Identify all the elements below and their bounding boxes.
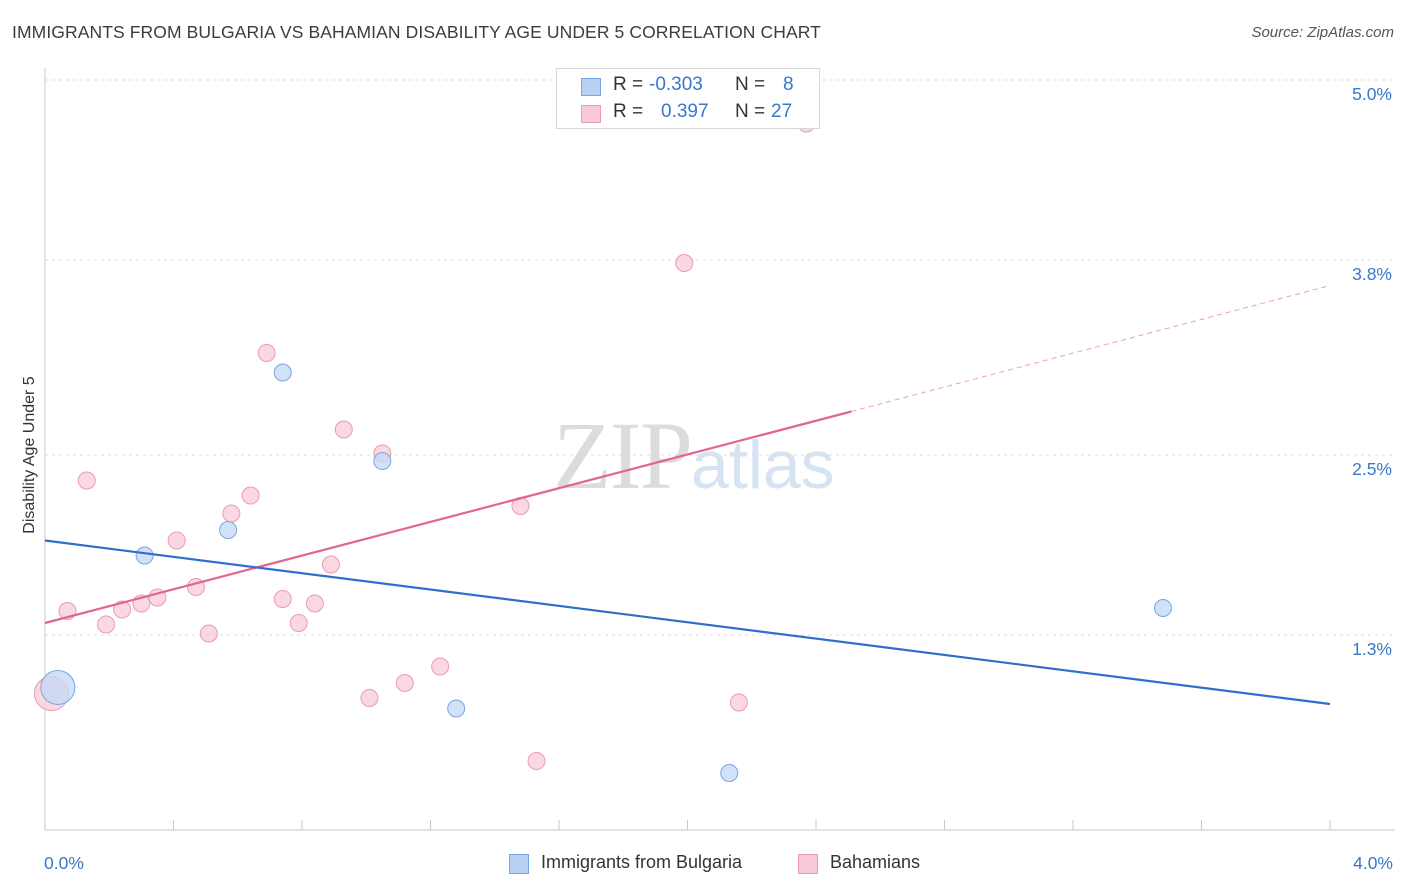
legend-swatch-bahamians bbox=[798, 854, 818, 874]
point-bahamians bbox=[321, 555, 340, 574]
point-bulgaria bbox=[373, 452, 392, 470]
legend-label-bulgaria: Immigrants from Bulgaria bbox=[541, 852, 743, 872]
y-tick-label: 2.5% bbox=[1352, 459, 1392, 479]
point-bahamians bbox=[360, 689, 379, 707]
x-tick-label-max: 4.0% bbox=[1353, 853, 1393, 873]
stats-n-label: N = bbox=[735, 74, 766, 95]
stats-r-label: R = bbox=[613, 74, 644, 95]
point-bulgaria bbox=[447, 699, 466, 718]
stats-r-label: R = bbox=[613, 101, 644, 122]
y-tick-label: 5.0% bbox=[1352, 84, 1392, 104]
point-bahamians bbox=[395, 674, 414, 692]
point-bulgaria bbox=[219, 521, 238, 539]
point-bahamians bbox=[257, 344, 276, 362]
point-bahamians bbox=[305, 594, 324, 613]
point-bahamians bbox=[241, 486, 260, 505]
watermark: ZIPatlas bbox=[553, 400, 835, 511]
point-bulgaria bbox=[135, 546, 154, 565]
legend-label-bahamians: Bahamians bbox=[830, 852, 921, 872]
point-bahamians bbox=[729, 693, 748, 712]
point-bahamians bbox=[289, 614, 308, 632]
point-bahamians bbox=[222, 504, 241, 523]
stats-n-value: 8 bbox=[783, 74, 794, 95]
y-axis-label: Disability Age Under 5 bbox=[21, 376, 38, 534]
watermark-atlas: atlas bbox=[691, 427, 835, 503]
point-bahamians bbox=[97, 615, 116, 634]
stats-r-value: 0.397 bbox=[661, 101, 709, 122]
legend-item-bulgaria[interactable]: Immigrants from Bulgaria bbox=[509, 851, 779, 877]
legend-item-bahamians[interactable]: Bahamians bbox=[798, 851, 938, 877]
source-label: Source: ZipAtlas.com bbox=[1251, 24, 1394, 41]
point-bahamians bbox=[675, 254, 694, 272]
trend-line-bahamians-extension bbox=[851, 285, 1331, 412]
point-bahamians bbox=[113, 600, 132, 619]
point-bahamians bbox=[199, 624, 218, 643]
stats-box: R = -0.303 N = 8 R = 0.397 N = 27 bbox=[556, 68, 820, 129]
stats-n-label: N = bbox=[735, 101, 766, 122]
point-bulgaria bbox=[1153, 599, 1172, 617]
point-bahamians bbox=[167, 531, 186, 550]
x-tick-label-min: 0.0% bbox=[44, 853, 84, 873]
stats-row-bulgaria: R = -0.303 N = 8 bbox=[557, 74, 821, 100]
y-tick-label: 1.3% bbox=[1352, 639, 1392, 659]
stats-swatch-bahamians bbox=[581, 105, 601, 123]
trend-line-bahamians bbox=[44, 410, 852, 625]
trend-line-bulgaria bbox=[44, 539, 1331, 706]
point-bulgaria bbox=[720, 764, 739, 782]
stats-r-value: -0.303 bbox=[649, 74, 703, 95]
point-bahamians bbox=[431, 657, 450, 676]
point-bahamians bbox=[334, 420, 353, 439]
chart-title: IMMIGRANTS FROM BULGARIA VS BAHAMIAN DIS… bbox=[12, 22, 821, 42]
point-bahamians bbox=[273, 590, 292, 608]
legend-swatch-bulgaria bbox=[509, 854, 529, 874]
stats-swatch-bulgaria bbox=[581, 78, 601, 96]
point-bahamians bbox=[77, 471, 96, 490]
point-bulgaria bbox=[40, 670, 76, 705]
point-bulgaria bbox=[273, 363, 292, 382]
y-tick-label: 3.8% bbox=[1352, 264, 1392, 284]
stats-n-value: 27 bbox=[771, 101, 793, 122]
stats-row-bahamians: R = 0.397 N = 27 bbox=[557, 101, 821, 127]
point-bahamians bbox=[527, 752, 546, 770]
